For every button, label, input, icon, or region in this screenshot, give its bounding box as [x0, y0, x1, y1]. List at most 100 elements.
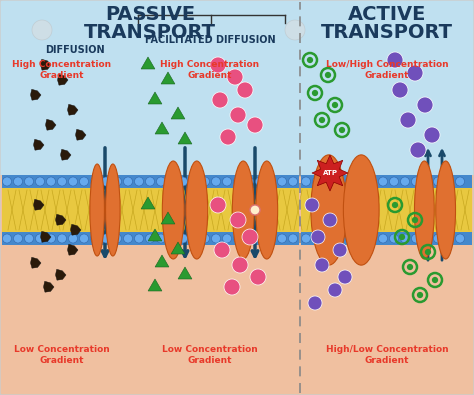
Circle shape	[211, 234, 220, 243]
Circle shape	[335, 234, 344, 243]
Circle shape	[338, 270, 352, 284]
Polygon shape	[148, 229, 162, 241]
Ellipse shape	[414, 161, 434, 259]
Circle shape	[57, 234, 66, 243]
Bar	[2, 175, 299, 188]
Circle shape	[57, 177, 66, 186]
Circle shape	[323, 234, 332, 243]
Text: Low/High Concentration
Gradient: Low/High Concentration Gradient	[326, 60, 448, 80]
Text: TRANSPORT: TRANSPORT	[84, 23, 216, 42]
Circle shape	[407, 264, 413, 270]
Circle shape	[80, 234, 89, 243]
Bar	[0, 175, 474, 245]
Text: FACILITATED DIFFUSION: FACILITATED DIFFUSION	[145, 35, 275, 45]
Circle shape	[13, 234, 22, 243]
Circle shape	[434, 177, 443, 186]
Circle shape	[356, 177, 365, 186]
Circle shape	[323, 177, 332, 186]
Circle shape	[411, 234, 420, 243]
Circle shape	[399, 234, 405, 240]
Ellipse shape	[186, 161, 208, 259]
Polygon shape	[171, 242, 185, 254]
Circle shape	[124, 177, 133, 186]
Polygon shape	[34, 199, 44, 210]
Circle shape	[237, 82, 253, 98]
Circle shape	[101, 234, 110, 243]
Polygon shape	[46, 119, 56, 130]
Bar	[301, 232, 472, 245]
Circle shape	[305, 198, 319, 212]
Circle shape	[266, 234, 275, 243]
Circle shape	[46, 177, 55, 186]
Circle shape	[234, 234, 243, 243]
Circle shape	[422, 177, 431, 186]
Circle shape	[390, 177, 399, 186]
Circle shape	[91, 234, 100, 243]
Polygon shape	[44, 281, 54, 292]
Polygon shape	[161, 72, 175, 84]
Circle shape	[424, 127, 440, 143]
Circle shape	[210, 57, 226, 73]
Circle shape	[227, 69, 243, 85]
Polygon shape	[67, 104, 78, 115]
Ellipse shape	[311, 155, 346, 265]
Polygon shape	[55, 269, 66, 280]
Circle shape	[346, 234, 355, 243]
Text: ATP: ATP	[322, 170, 337, 176]
Circle shape	[312, 177, 321, 186]
Ellipse shape	[256, 161, 278, 259]
Polygon shape	[61, 149, 71, 160]
Circle shape	[332, 102, 338, 108]
Circle shape	[312, 234, 321, 243]
Circle shape	[339, 127, 345, 133]
Circle shape	[325, 72, 331, 78]
Circle shape	[323, 213, 337, 227]
Circle shape	[315, 258, 329, 272]
Polygon shape	[148, 279, 162, 291]
Circle shape	[156, 177, 165, 186]
Circle shape	[266, 177, 275, 186]
Circle shape	[69, 234, 78, 243]
Bar	[301, 188, 472, 232]
Circle shape	[69, 177, 78, 186]
Circle shape	[234, 177, 243, 186]
Circle shape	[401, 234, 410, 243]
Circle shape	[255, 234, 264, 243]
Circle shape	[289, 177, 298, 186]
Circle shape	[80, 177, 89, 186]
Polygon shape	[30, 89, 41, 100]
Circle shape	[112, 177, 121, 186]
Circle shape	[401, 177, 410, 186]
Circle shape	[277, 177, 286, 186]
Circle shape	[434, 234, 443, 243]
Circle shape	[190, 177, 199, 186]
Circle shape	[211, 177, 220, 186]
Polygon shape	[71, 224, 81, 235]
Circle shape	[245, 234, 254, 243]
Circle shape	[250, 205, 260, 215]
Text: Low Concentration
Gradient: Low Concentration Gradient	[162, 345, 258, 365]
Circle shape	[222, 177, 231, 186]
Ellipse shape	[232, 161, 254, 259]
Bar	[0, 0, 474, 175]
Circle shape	[289, 234, 298, 243]
Circle shape	[222, 234, 231, 243]
Polygon shape	[155, 122, 169, 134]
Circle shape	[367, 177, 376, 186]
Circle shape	[230, 107, 246, 123]
Circle shape	[346, 177, 355, 186]
Polygon shape	[178, 267, 192, 279]
Circle shape	[214, 242, 230, 258]
Circle shape	[407, 65, 423, 81]
Circle shape	[179, 177, 188, 186]
Bar	[301, 175, 472, 188]
Circle shape	[146, 234, 155, 243]
Polygon shape	[148, 92, 162, 104]
Circle shape	[32, 20, 52, 40]
Text: High/Low Concentration
Gradient: High/Low Concentration Gradient	[326, 345, 448, 365]
Circle shape	[156, 234, 165, 243]
Bar	[2, 232, 299, 245]
Circle shape	[101, 177, 110, 186]
Circle shape	[456, 234, 465, 243]
Circle shape	[379, 234, 388, 243]
